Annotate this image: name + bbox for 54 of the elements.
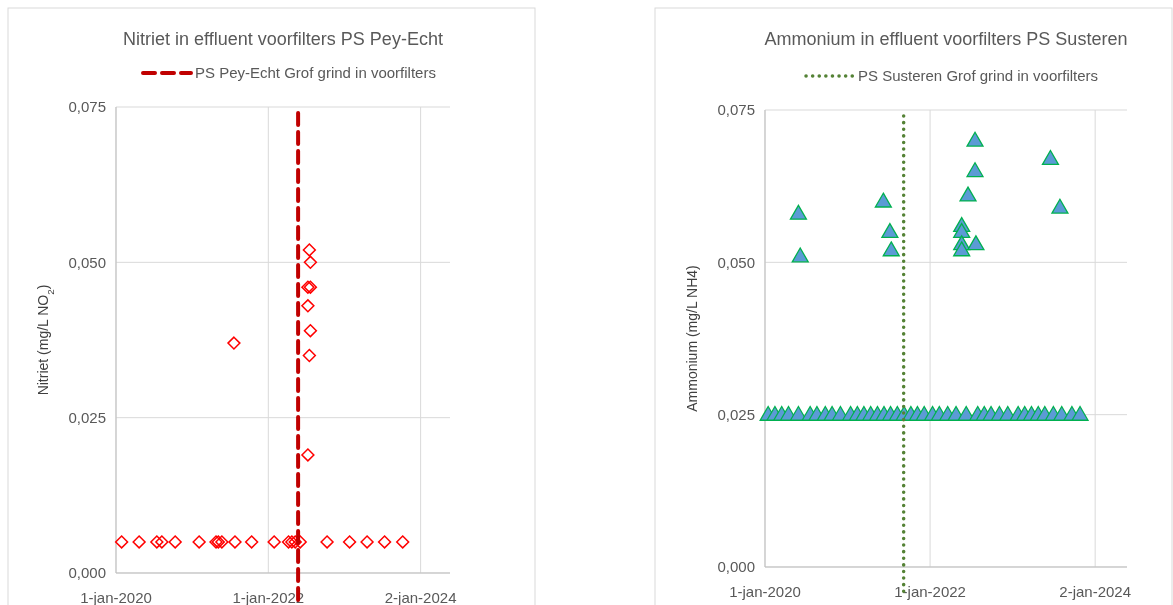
y-tick-label: 0,025 [717, 405, 755, 423]
y-tick-label: 0,000 [717, 558, 755, 576]
point [360, 535, 374, 549]
y-tick-label: 0,050 [717, 253, 755, 271]
point [791, 247, 809, 263]
point [1071, 405, 1089, 421]
point [150, 535, 164, 549]
y-tick-label: 0,075 [717, 101, 755, 119]
point [228, 535, 242, 549]
point [320, 535, 334, 549]
y-tick-label: 0,050 [68, 253, 106, 271]
point [966, 131, 984, 147]
y-tick-label: 0,000 [68, 564, 106, 582]
point [967, 235, 985, 251]
point [302, 348, 317, 363]
legend-label: PS Susteren Grof grind in voorfilters [858, 67, 1099, 85]
x-tick-label: 1-jan-2022 [894, 583, 966, 600]
point [396, 535, 410, 549]
point [302, 243, 317, 257]
chart-title: Nitriet in effluent voorfilters PS Pey-Echt [123, 29, 443, 49]
y-tick-label: 0,025 [68, 408, 106, 426]
point [966, 162, 984, 178]
point [342, 535, 357, 549]
y-axis-title: Ammonium (mg/L NH4) [684, 265, 700, 412]
point [155, 535, 169, 549]
point [192, 535, 206, 549]
point [132, 535, 146, 549]
legend-label: PS Pey-Echt Grof grind in voorfilters [195, 64, 436, 82]
point [293, 535, 307, 549]
point [244, 535, 259, 549]
point [377, 535, 392, 549]
point [303, 255, 318, 270]
point [953, 223, 971, 239]
y-tick-label: 0,075 [68, 98, 106, 116]
point [303, 323, 318, 338]
point [882, 241, 900, 257]
point [301, 448, 315, 462]
x-tick-label: 2-jan-2024 [1059, 583, 1132, 600]
point [215, 535, 229, 549]
point [953, 241, 971, 257]
point [227, 336, 241, 350]
chart-title: Ammonium in effluent voorfilters PS Susteren [764, 29, 1128, 49]
point [1041, 149, 1060, 165]
point [168, 535, 182, 549]
point [959, 186, 977, 202]
point [301, 299, 315, 313]
point [789, 204, 808, 220]
point [281, 535, 296, 549]
point [114, 535, 129, 549]
point [267, 535, 281, 549]
point [881, 223, 899, 239]
x-tick-label: 1-jan-2020 [729, 583, 801, 600]
point [874, 192, 892, 208]
point [1051, 198, 1069, 214]
